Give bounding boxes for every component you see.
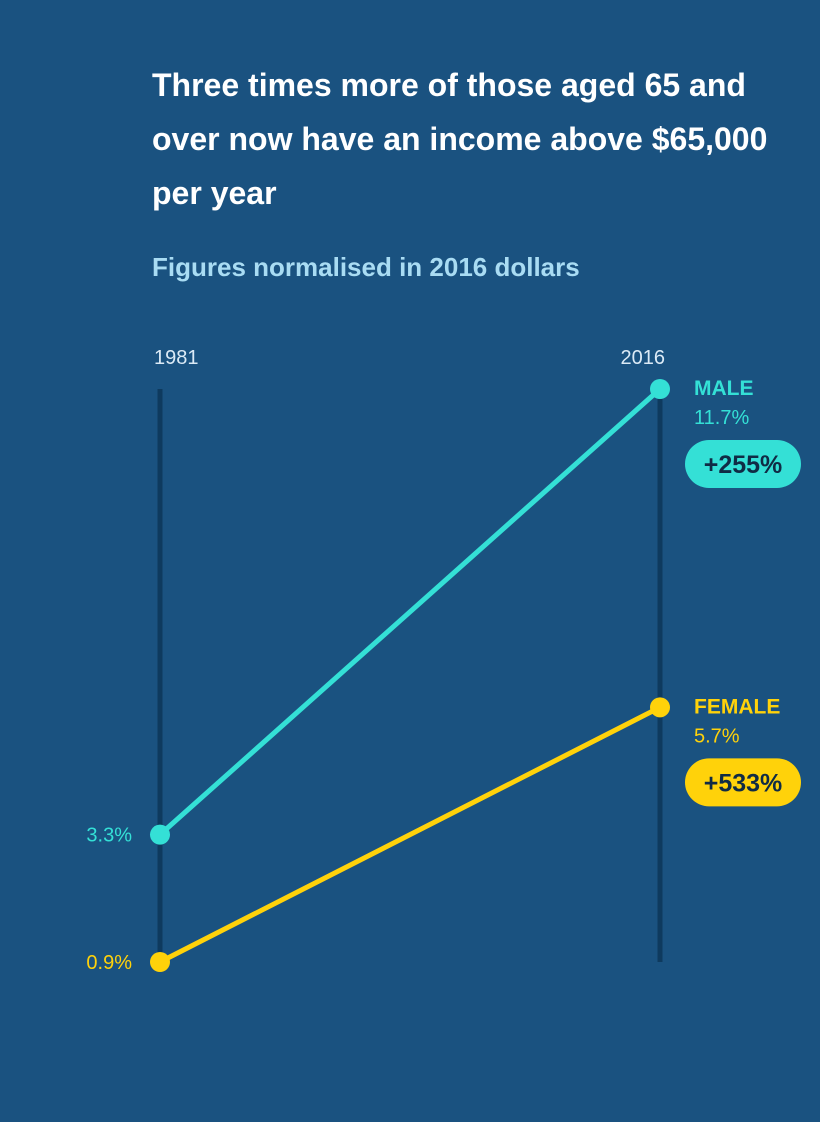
- change-badge-male: [685, 440, 801, 488]
- point-male-2016: [650, 379, 670, 399]
- change-badge-label-female: +533%: [704, 769, 783, 797]
- change-badge-female: [685, 758, 801, 807]
- series-line-female: [157, 704, 663, 965]
- series-name-female: FEMALE: [694, 695, 780, 718]
- chart-subtitle: Figures normalised in 2016 dollars: [152, 252, 580, 282]
- point-female-2016: [650, 697, 670, 718]
- point-female-1981: [150, 952, 170, 972]
- chart-title: Three times more of those aged 65 and ov…: [152, 67, 768, 211]
- x-tick-label-2016: 2016: [621, 347, 666, 369]
- end-value-label-female: 5.7%: [694, 725, 740, 747]
- start-value-label-male: 3.3%: [86, 825, 132, 847]
- end-value-label-male: 11.7%: [694, 407, 749, 429]
- x-tick-label-1981: 1981: [154, 347, 199, 369]
- start-value-label-female: 0.9%: [86, 952, 132, 974]
- point-male-1981: [150, 824, 170, 845]
- series-line-male: [157, 386, 663, 838]
- series-name-male: MALE: [694, 377, 754, 400]
- change-badge-label-male: +255%: [704, 451, 783, 479]
